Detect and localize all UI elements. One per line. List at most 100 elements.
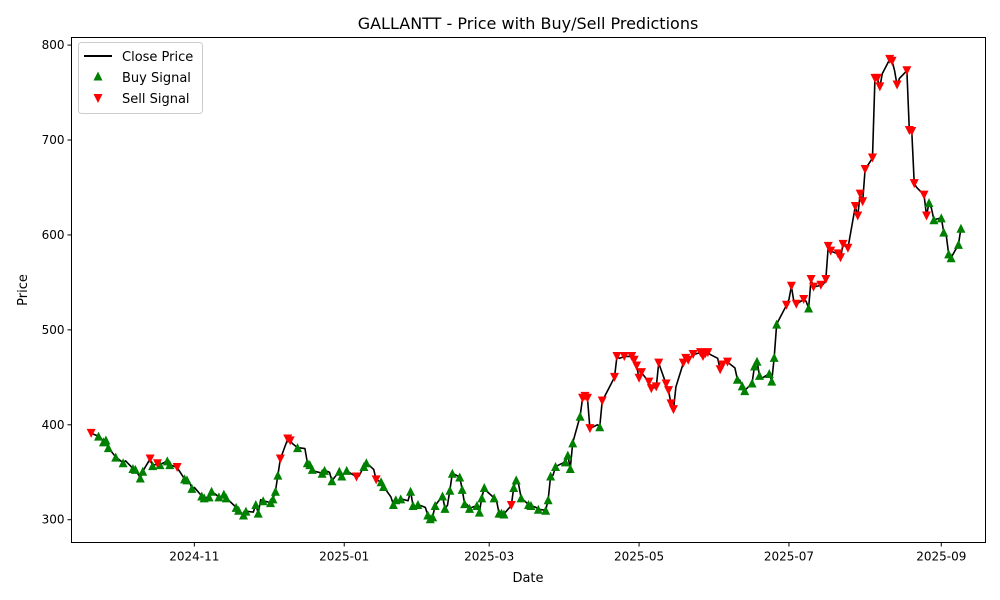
buy-signal-marker — [764, 369, 774, 379]
sell-signal-marker — [791, 299, 801, 309]
sell-signal-marker — [806, 275, 816, 285]
x-tick-label: 2025-01 — [319, 550, 369, 564]
buy-signal-marker — [455, 472, 465, 482]
x-tick-label: 2025-03 — [464, 550, 514, 564]
y-tick-label: 800 — [42, 38, 65, 52]
buy-signal-marker — [560, 457, 570, 467]
buy-signal-marker — [94, 431, 104, 441]
sell-signal-marker — [907, 126, 917, 136]
y-tick-label: 300 — [42, 513, 65, 527]
buy-signal-marker — [103, 443, 113, 453]
sell-signal-marker — [781, 300, 791, 310]
buy-signal-marker — [388, 500, 398, 510]
buy-signal-marker — [241, 506, 251, 516]
sell-signal-marker — [688, 350, 698, 360]
buy-signal-marker — [270, 486, 280, 496]
legend-close-price-label: Close Price — [122, 50, 193, 65]
buy-signal-marker — [769, 352, 779, 362]
sell-signal-marker — [619, 351, 629, 361]
buy-signal-marker — [740, 386, 750, 396]
buy-signal-marker — [214, 492, 224, 502]
buy-signal-marker — [752, 356, 762, 366]
legend-box — [78, 42, 203, 114]
buy-signal-marker — [575, 411, 585, 421]
y-axis-label: Price — [16, 274, 31, 306]
x-tick-label: 2025-07 — [764, 550, 814, 564]
sell-signal-marker — [850, 201, 860, 211]
buy-signal-marker — [747, 378, 757, 388]
buy-signal-marker — [565, 463, 575, 473]
buy-signal-marker — [342, 465, 352, 475]
sell-signal-marker — [821, 275, 831, 285]
sell-signal-marker — [703, 348, 713, 358]
sell-signal-marker — [836, 253, 846, 263]
buy-signal-marker — [511, 475, 521, 485]
buy-signal-marker — [406, 486, 416, 496]
sell-signal-marker — [855, 189, 865, 199]
legend-sell-signal-label: Sell Signal — [122, 92, 190, 107]
buy-signal-marker — [207, 486, 217, 496]
sell-signal-marker — [612, 351, 622, 361]
sell-signal-marker — [172, 463, 182, 473]
buy-signal-marker — [563, 450, 573, 460]
buy-signal-marker — [135, 473, 145, 483]
y-tick-label: 700 — [42, 133, 65, 147]
buy-signal-marker — [165, 460, 175, 470]
sell-signal-marker — [629, 355, 639, 365]
buy-signal-marker — [946, 253, 956, 263]
buy-signal-marker — [430, 500, 440, 510]
sell-signal-marker — [654, 358, 664, 368]
buy-signal-marker — [148, 461, 158, 471]
buy-signal-marker — [293, 443, 303, 453]
buy-signal-marker — [251, 500, 261, 510]
sell-signal-marker — [887, 56, 897, 66]
sell-signal-marker — [609, 372, 619, 382]
sell-signal-marker — [872, 73, 882, 83]
buy-signal-marker — [568, 438, 578, 448]
x-tick-label: 2024-11 — [169, 550, 219, 564]
x-axis-label: Date — [512, 571, 543, 586]
buy-signal-marker — [182, 475, 192, 485]
buy-signal-marker — [138, 466, 148, 476]
buy-signal-marker — [546, 471, 556, 481]
sell-signal-marker — [875, 82, 885, 92]
buy-signal-marker — [253, 508, 263, 518]
buy-signal-marker — [438, 491, 448, 501]
buy-signal-marker — [489, 493, 499, 503]
buy-signal-marker — [307, 464, 317, 474]
sell-signal-marker — [666, 399, 676, 409]
sell-signal-marker — [145, 454, 155, 464]
sell-signal-marker — [922, 211, 932, 221]
plot-area — [86, 54, 966, 524]
buy-signal-marker — [327, 476, 337, 486]
buy-signal-marker — [101, 435, 111, 445]
sell-signal-marker — [285, 436, 295, 446]
buy-signal-marker — [939, 227, 949, 237]
sell-signal-marker — [826, 246, 836, 256]
sell-signal-marker — [838, 239, 848, 249]
buy-signal-marker — [767, 376, 777, 386]
buy-signal-marker — [541, 505, 551, 515]
buy-signal-marker — [956, 223, 966, 233]
sell-signal-marker — [809, 282, 819, 292]
sell-signal-marker — [718, 360, 728, 370]
legend: Close Price Buy Signal Sell Signal — [78, 42, 203, 114]
sell-signal-marker — [823, 241, 833, 251]
sell-signal-marker — [637, 368, 647, 378]
sell-signal-marker — [723, 357, 733, 367]
buy-signal-marker — [772, 319, 782, 329]
legend-buy-signal-swatch — [93, 71, 103, 81]
buy-signal-marker — [533, 504, 543, 514]
buy-signal-marker — [258, 496, 268, 506]
legend-sell-signal-swatch — [93, 94, 103, 103]
y-tick-label: 500 — [42, 323, 65, 337]
buy-signal-marker — [499, 509, 509, 519]
sell-signal-marker — [853, 211, 863, 221]
sell-signal-marker — [646, 384, 656, 394]
sell-signal-marker — [506, 500, 516, 510]
buy-signal-marker — [754, 370, 764, 380]
legend-buy-signal-label: Buy Signal — [122, 71, 191, 86]
buy-signal-marker — [234, 505, 244, 515]
buy-signal-marker — [320, 465, 330, 475]
buy-signal-marker — [526, 500, 536, 510]
